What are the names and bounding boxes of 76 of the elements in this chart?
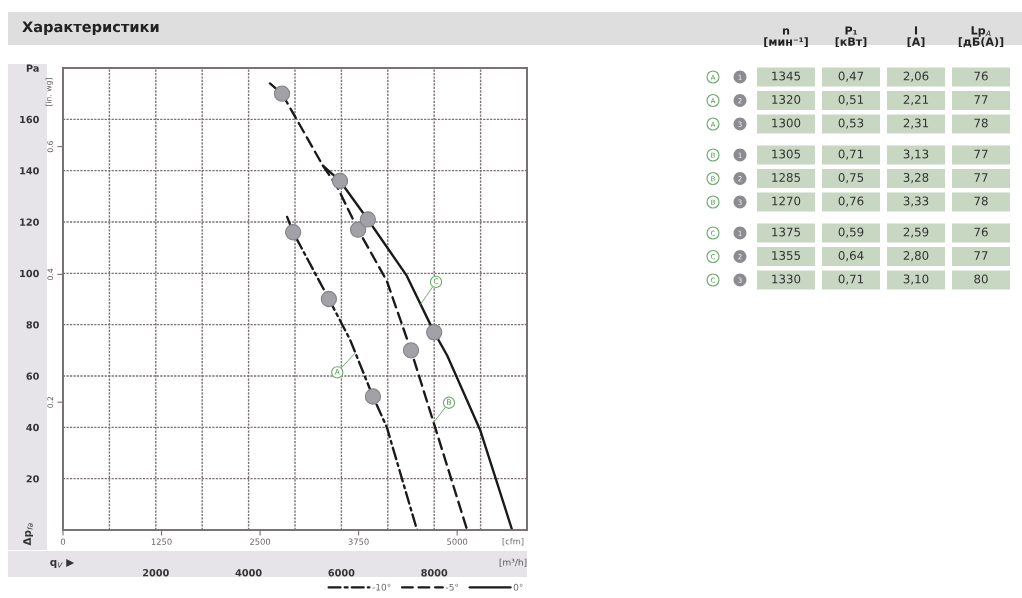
y-tick-label: 20 [26, 475, 39, 483]
point [320, 290, 338, 308]
text: 1330 [772, 274, 801, 284]
x2-axis-title: [cfm] [502, 537, 524, 546]
text: 0,76 [838, 196, 864, 207]
y-tick-label: 60 [26, 372, 39, 380]
text: 76 [974, 71, 988, 81]
text: 1355 [772, 251, 800, 260]
y-tick-label: 160 [20, 115, 39, 124]
text: 3,10 [903, 274, 929, 285]
legend-label: -10° [372, 583, 391, 591]
y-tick-label: 120 [20, 218, 39, 226]
text: 0,71 [838, 149, 864, 160]
x2-tick-label: 1250 [151, 538, 172, 545]
category-label: I [A] [907, 26, 925, 48]
text: 0,75 [838, 173, 864, 184]
text: 78 [974, 196, 988, 206]
line-series [285, 215, 419, 530]
x-tick-label: 4000 [235, 569, 262, 577]
text: 2,21 [903, 95, 929, 106]
text: 78 [974, 118, 988, 128]
text: 0,53 [838, 118, 864, 129]
x-tick-label: 2000 [143, 569, 169, 577]
text: 1375 [772, 227, 800, 237]
text: 2,80 [903, 251, 929, 262]
y-tick-label: 80 [26, 321, 39, 329]
text: 0,64 [838, 251, 864, 262]
text: 77 [974, 95, 988, 104]
point [426, 324, 443, 341]
y-tick-label: Pa [26, 64, 39, 72]
point [402, 342, 420, 359]
text: 3,28 [903, 173, 929, 184]
x2-tick-label: 2500 [250, 538, 271, 545]
point [364, 388, 382, 405]
text: 2,31 [903, 118, 929, 129]
text: 2,59 [903, 227, 929, 238]
text: 76 [974, 227, 988, 237]
legend-label: -5° [445, 583, 459, 591]
y-tick-label: 100 [20, 269, 39, 278]
text: 1285 [772, 173, 800, 182]
y-tick-label: 140 [20, 167, 39, 175]
text: 0,71 [838, 274, 864, 285]
text: 1345 [772, 71, 800, 81]
x-tick-label: 6000 [328, 569, 355, 577]
point [273, 85, 291, 102]
text: 1320 [772, 95, 801, 104]
category-label: n [мин⁻¹] [764, 28, 808, 48]
x2-tick-label: 3750 [348, 538, 369, 545]
y-tick-label: 40 [26, 423, 39, 432]
category-label: Lp$_{A}$ [дБ(А)] [958, 26, 1004, 48]
text: 1270 [772, 196, 801, 206]
text: 77 [974, 251, 988, 260]
text: 3,13 [903, 149, 929, 160]
point [359, 211, 377, 228]
x-tick-label: 8000 [421, 569, 448, 577]
x2-tick-label: 0 [60, 538, 66, 545]
text: q$_{V}$ ▶ [50, 559, 75, 568]
x-axis-title: [m³/h] [499, 558, 527, 567]
category-label: P₁ [кВт] [835, 26, 867, 48]
text: 3,33 [903, 196, 929, 207]
text: 0,51 [838, 95, 864, 106]
text: 2,06 [903, 71, 929, 82]
text: 77 [974, 149, 988, 159]
chart-title: Характеристики [22, 21, 159, 36]
legend-label: 0° [513, 583, 523, 591]
text: 77 [974, 173, 988, 182]
x2-tick-label: 5000 [447, 538, 468, 545]
point [349, 221, 367, 238]
text: 0,59 [838, 227, 864, 238]
y-axis-title: Δp$_{fa}$ [23, 523, 34, 546]
text: 1300 [772, 118, 801, 128]
text: 1305 [772, 149, 800, 159]
point [331, 172, 349, 190]
text: 0,47 [838, 71, 864, 82]
text: 80 [974, 274, 988, 284]
point [284, 224, 302, 241]
